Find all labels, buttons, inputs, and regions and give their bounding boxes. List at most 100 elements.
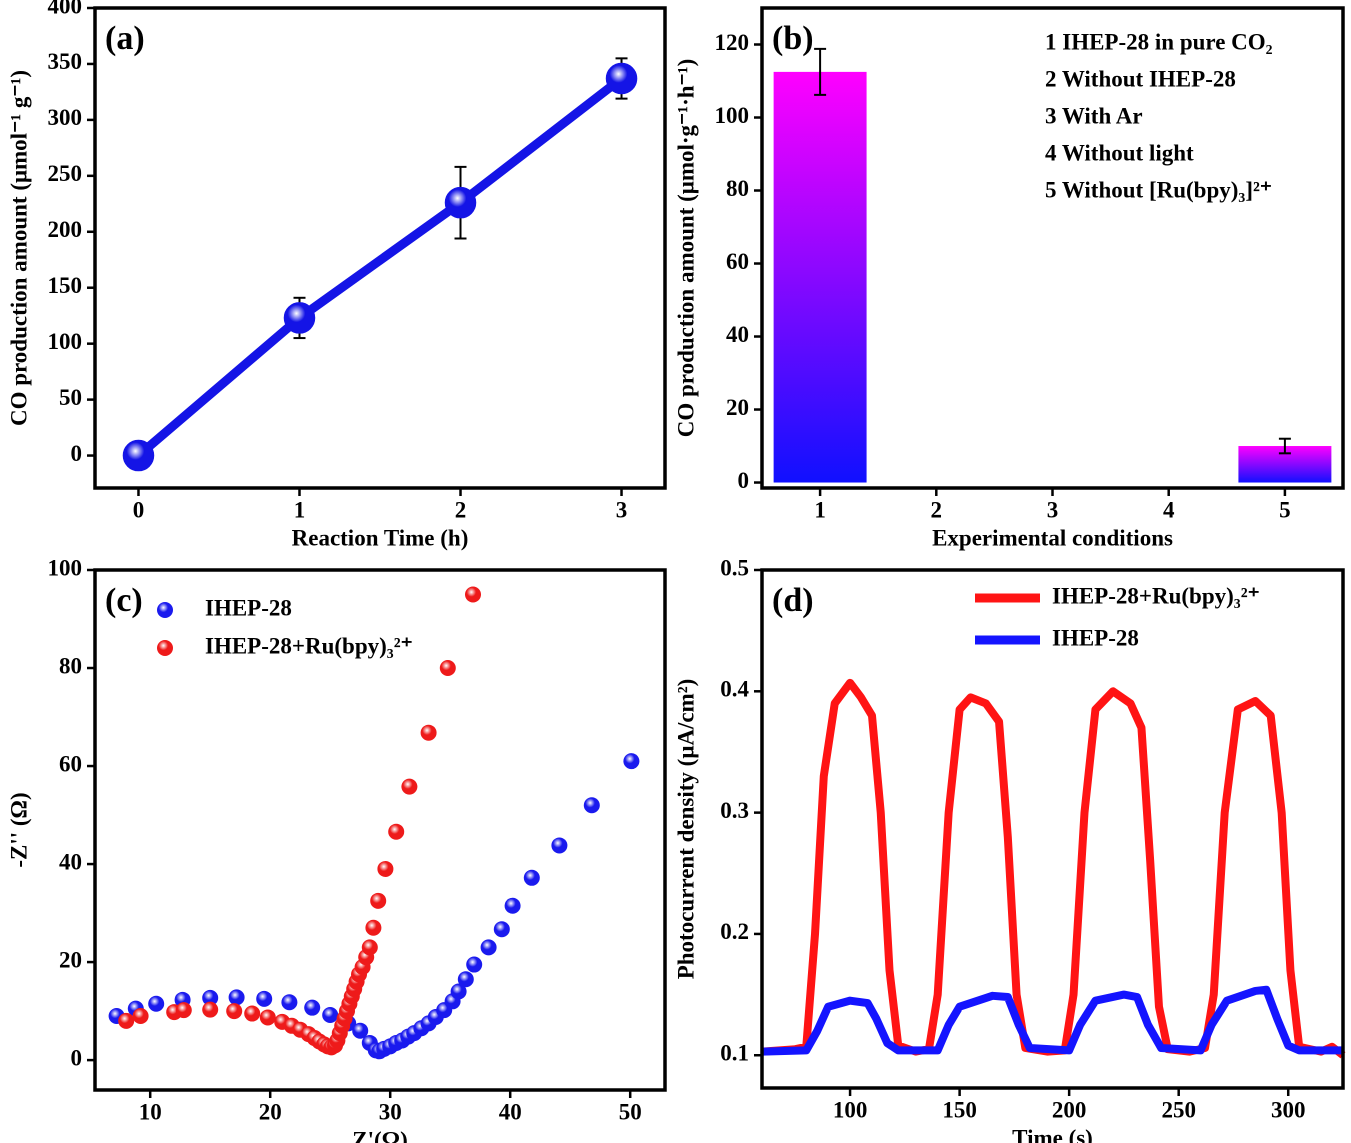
y-tick-label: 0.3: [720, 798, 749, 823]
y-tick-label: 80: [726, 176, 749, 201]
x-axis-label: Time (s): [1012, 1125, 1093, 1143]
plot-frame: [93, 6, 667, 490]
y-tick-label: 40: [59, 849, 82, 874]
y-tick-label: 150: [48, 273, 83, 298]
x-tick-label: 100: [833, 1097, 868, 1122]
marker: [504, 897, 521, 914]
legend-marker: [157, 602, 173, 618]
x-tick-label: 10: [139, 1099, 162, 1124]
y-tick-label: 300: [48, 105, 83, 130]
panel-label: (b): [772, 20, 814, 57]
marker: [466, 956, 483, 973]
y-tick-label: 20: [59, 947, 82, 972]
y-tick-label: 60: [726, 249, 749, 274]
panel-label: (a): [105, 20, 145, 57]
marker: [439, 660, 456, 677]
plot-frame: [760, 6, 1345, 490]
legend-label: IHEP-28+Ru(bpy)₃²⁺: [1052, 583, 1260, 608]
marker: [175, 1002, 192, 1019]
y-tick-label: 350: [48, 49, 83, 74]
y-tick-label: 0: [738, 468, 750, 493]
marker: [148, 995, 165, 1012]
series-line: [762, 985, 1343, 1056]
x-axis-label: Experimental conditions: [932, 525, 1173, 550]
x-axis-label: Z'(Ω): [352, 1127, 407, 1143]
x-tick-label: 5: [1279, 497, 1291, 522]
x-tick-label: 20: [259, 1099, 282, 1124]
marker: [605, 62, 638, 95]
y-tick-label: 200: [48, 217, 83, 242]
marker: [281, 994, 298, 1011]
marker: [202, 1001, 219, 1018]
legend-label: IHEP-28+Ru(bpy)₃²⁺: [205, 633, 413, 658]
y-tick-label: 100: [48, 555, 83, 580]
y-tick-label: 100: [48, 329, 83, 354]
x-tick-label: 0: [133, 497, 145, 522]
x-tick-label: 1: [814, 497, 826, 522]
y-tick-label: 40: [726, 322, 749, 347]
y-tick-label: 0.5: [720, 555, 749, 580]
marker: [623, 753, 640, 770]
marker: [377, 860, 394, 877]
y-tick-label: 60: [59, 751, 82, 776]
x-tick-label: 150: [942, 1097, 977, 1122]
y-tick-label: 20: [726, 395, 749, 420]
y-axis-label: CO production amount (μmol·g⁻¹·h⁻¹): [673, 59, 698, 437]
series-line: [135, 74, 625, 459]
y-tick-label: 80: [59, 653, 82, 678]
marker: [480, 939, 497, 956]
marker: [202, 989, 219, 1006]
marker: [361, 939, 378, 956]
error-bar: [814, 47, 827, 96]
marker: [583, 797, 600, 814]
marker: [457, 971, 474, 988]
marker: [259, 1009, 276, 1026]
legend-note: 4 Without light: [1045, 140, 1194, 165]
legend-note: 3 With Ar: [1045, 103, 1143, 128]
y-tick-label: 0.4: [720, 677, 749, 702]
x-tick-label: 40: [499, 1099, 522, 1124]
x-tick-label: 4: [1163, 497, 1175, 522]
y-tick-label: 0: [71, 1045, 83, 1070]
y-tick-label: 50: [59, 385, 82, 410]
y-axis-label: Photocurrent density (μA/cm²): [673, 679, 698, 980]
x-tick-label: 3: [616, 497, 628, 522]
marker: [228, 989, 245, 1006]
marker: [365, 919, 382, 936]
marker: [304, 999, 321, 1016]
panel-label: (d): [772, 582, 814, 619]
x-tick-label: 3: [1047, 497, 1059, 522]
y-tick-label: 250: [48, 161, 83, 186]
y-axis-label: CO production amount (μmol⁻¹ g⁻¹): [6, 70, 31, 426]
marker: [322, 1007, 339, 1024]
marker: [420, 724, 437, 741]
plot-frame: [760, 568, 1345, 1090]
marker: [388, 823, 405, 840]
y-tick-label: 0.1: [720, 1041, 749, 1066]
plot-frame: [93, 568, 667, 1092]
y-tick-label: 0: [71, 441, 83, 466]
marker: [244, 1005, 261, 1022]
x-tick-label: 50: [619, 1099, 642, 1124]
y-tick-label: 400: [48, 0, 83, 18]
legend-note: 2 Without IHEP-28: [1045, 66, 1236, 91]
x-axis-label: Reaction Time (h): [292, 525, 469, 550]
marker: [401, 778, 418, 795]
x-tick-label: 1: [294, 497, 306, 522]
marker: [132, 1007, 149, 1024]
marker: [493, 921, 510, 938]
y-tick-label: 100: [715, 103, 750, 128]
x-tick-label: 2: [931, 497, 943, 522]
x-tick-label: 30: [379, 1099, 402, 1124]
marker: [283, 302, 316, 334]
bar: [773, 71, 867, 483]
y-axis-label: -Z'' (Ω): [6, 792, 31, 867]
marker: [450, 983, 467, 1000]
marker: [551, 837, 568, 854]
marker: [370, 892, 387, 909]
error-bar: [1278, 437, 1291, 455]
marker: [352, 1022, 369, 1039]
legend-note: 1 IHEP-28 in pure CO₂: [1045, 29, 1273, 54]
marker: [465, 586, 481, 603]
legend-marker: [157, 640, 173, 656]
